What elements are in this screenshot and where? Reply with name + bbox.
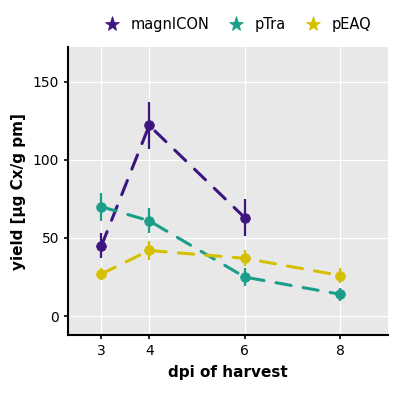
Legend: magnICON, pTra, pEAQ: magnICON, pTra, pEAQ xyxy=(98,17,371,32)
X-axis label: dpi of harvest: dpi of harvest xyxy=(168,365,288,380)
Y-axis label: yield [µg Cx/g pm]: yield [µg Cx/g pm] xyxy=(11,113,26,269)
